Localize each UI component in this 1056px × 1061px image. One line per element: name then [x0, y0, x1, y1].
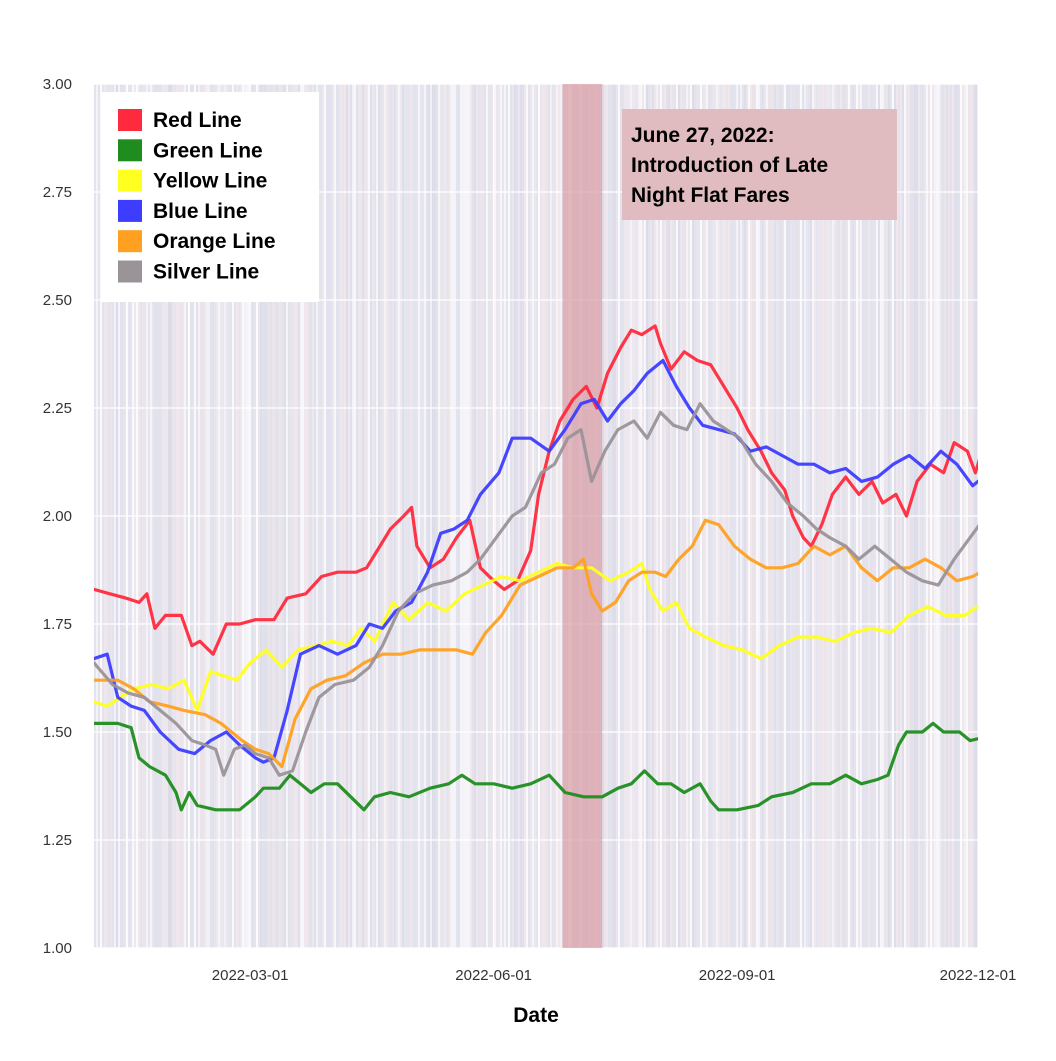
legend-label: Green Line [153, 139, 263, 162]
legend-swatch [118, 139, 142, 162]
y-tick-label: 1.75 [43, 616, 72, 633]
series-line-silver-line [94, 402, 978, 777]
y-tick-label: 2.00 [43, 508, 72, 525]
legend-label: Blue Line [153, 200, 248, 223]
legend-label: Orange Line [153, 230, 276, 253]
annotation-text: June 27, 2022: [631, 124, 775, 147]
series-line-yellow-line [94, 561, 978, 712]
x-tick-label: 2022-03-01 [212, 967, 289, 984]
annotation-text: Night Flat Fares [631, 184, 790, 207]
x-tick-label: 2022-12-01 [940, 967, 1017, 984]
legend-label: Yellow Line [153, 170, 267, 193]
legend-label: Silver Line [153, 261, 259, 284]
x-axis-title: Date [513, 1004, 559, 1027]
legend-swatch [118, 199, 142, 222]
legend-swatch [118, 230, 142, 253]
series-line-green-line [94, 721, 978, 812]
legend-label: Red Line [153, 109, 242, 132]
series-line-blue-line [94, 358, 978, 764]
y-tick-label: 2.75 [43, 184, 72, 201]
y-tick-label: 1.50 [43, 724, 72, 741]
y-tick-label: 1.00 [43, 940, 72, 957]
series-line-red-line [94, 324, 978, 656]
y-tick-label: 2.25 [43, 400, 72, 417]
legend-swatch [118, 109, 142, 131]
y-tick-label: 1.25 [43, 832, 72, 849]
x-tick-label: 2022-06-01 [455, 967, 532, 984]
highlight-span [562, 84, 603, 948]
annotation-text: Introduction of Late [631, 154, 828, 177]
legend-swatch [118, 260, 142, 283]
legend-swatch [118, 169, 142, 192]
y-tick-label: 3.00 [43, 76, 72, 93]
y-tick-label: 2.50 [43, 292, 72, 309]
x-tick-label: 2022-09-01 [699, 967, 776, 984]
annotation-box [622, 109, 897, 220]
